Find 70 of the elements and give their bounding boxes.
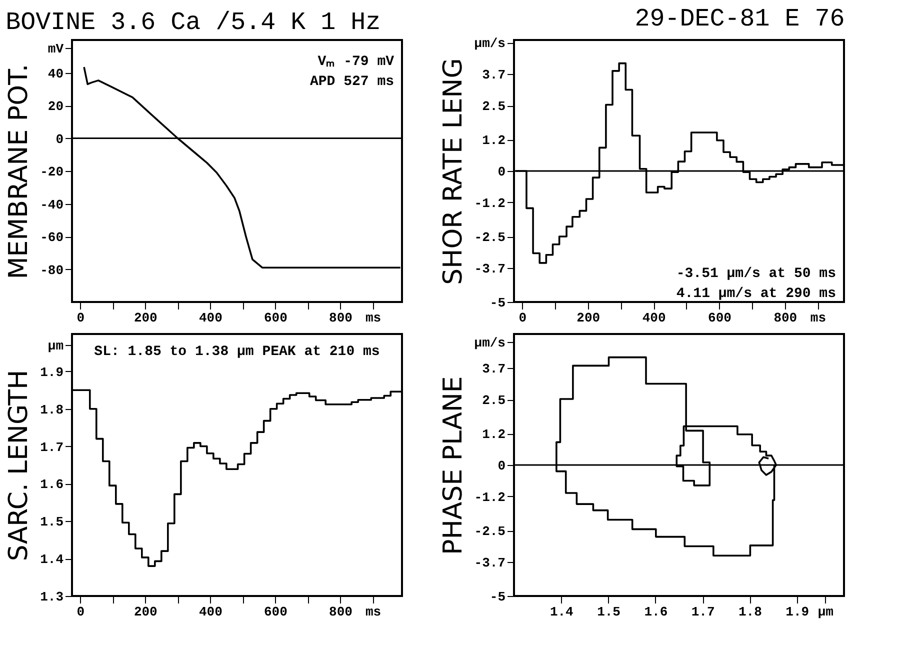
y-tick-label: 3.7	[482, 68, 506, 83]
x-tick-label: 1.4	[550, 604, 574, 620]
y-tick-label: µm	[48, 338, 64, 354]
y-axis-title: SARC. LENGTH	[4, 370, 34, 562]
y-tick-label: -1.2	[474, 490, 506, 505]
x-tick-label: 0	[76, 310, 85, 326]
x-tick-label: 600	[708, 310, 732, 326]
annotation: -3.51 µm/s at 50 ms	[676, 266, 836, 282]
x-tick-label: 800	[329, 604, 353, 620]
chart-title: 29-DEC-81 E 76	[634, 4, 845, 34]
y-tick-label: 1.2	[482, 133, 506, 148]
x-tick-label: 400	[198, 604, 223, 620]
x-tick-label: 1.9	[786, 604, 810, 620]
y-tick-label: 1.4	[40, 552, 64, 568]
x-tick-label: 1.6	[644, 604, 668, 620]
x-tick-label: 1.8	[738, 604, 762, 620]
y-tick-label: -5	[490, 296, 506, 310]
x-tick-label: 200	[134, 310, 158, 326]
x-tick-label: 400	[198, 310, 223, 326]
y-tick-label: µm/s	[474, 36, 506, 52]
x-tick-label: 200	[134, 604, 158, 620]
annotation: SL: 1.85 to 1.38 µm PEAK at 210 ms	[94, 344, 380, 360]
y-tick-label: 1.3	[40, 590, 64, 604]
annotation: APD 527 ms	[310, 74, 394, 90]
y-tick-label: 1.6	[40, 477, 64, 492]
annotation: Vₘ -79 mV	[318, 54, 395, 70]
y-axis-title: SHOR RATE LENG	[438, 58, 468, 285]
y-tick-label: -40	[40, 197, 64, 212]
annotation: 4.11 µm/s at 290 ms	[676, 286, 836, 302]
x-tick-label: 800	[329, 310, 353, 326]
x-tick-label: 200	[576, 310, 600, 326]
y-tick-label: -60	[40, 230, 64, 245]
y-tick-label: 1.9	[40, 364, 64, 380]
y-tick-label: 3.7	[482, 362, 506, 377]
y-tick-label: -2.5	[474, 524, 506, 539]
x-tick-label: 0	[76, 604, 85, 620]
x-tick-label: ms	[365, 604, 382, 620]
y-axis-title: PHASE PLANE	[438, 376, 468, 555]
y-tick-label: 40	[48, 66, 64, 82]
x-tick-label: 1.5	[597, 604, 621, 620]
y-axis-title: MEMBRANE POT.	[4, 64, 34, 280]
y-tick-label: µm/s	[474, 335, 506, 350]
y-tick-label: -20	[40, 164, 64, 180]
y-tick-label: -5	[490, 590, 506, 604]
y-tick-label: -3.7	[474, 555, 506, 570]
x-tick-label: ms	[365, 310, 382, 326]
x-tick-label: 1.7	[691, 604, 715, 620]
x-tick-label: 600	[264, 310, 288, 326]
y-tick-label: 2.5	[482, 99, 506, 114]
x-tick-label: 0	[518, 310, 527, 326]
y-tick-label: 1.7	[40, 440, 64, 455]
y-tick-label: -80	[40, 262, 64, 278]
y-tick-label: -3.7	[474, 261, 506, 276]
y-tick-label: 1.2	[482, 427, 506, 442]
y-tick-label: 0	[498, 458, 506, 474]
x-tick-label: ms	[810, 310, 826, 326]
y-tick-label: mV	[48, 42, 64, 57]
x-tick-label: µm	[818, 604, 834, 620]
chart-title: BOVINE 3.6 Ca /5.4 K 1 Hz	[6, 8, 381, 37]
y-tick-label: 0	[56, 132, 64, 147]
y-tick-label: -1.2	[474, 196, 506, 211]
y-tick-label: 0	[498, 164, 506, 180]
x-tick-label: 400	[642, 310, 666, 326]
x-tick-label: 600	[264, 604, 288, 620]
y-tick-label: 1.5	[40, 514, 64, 530]
y-tick-label: -2.5	[474, 230, 506, 245]
x-tick-label: 800	[774, 310, 798, 326]
y-tick-label: 20	[48, 99, 64, 114]
y-tick-label: 1.8	[40, 402, 64, 418]
y-tick-label: 2.5	[482, 393, 506, 408]
